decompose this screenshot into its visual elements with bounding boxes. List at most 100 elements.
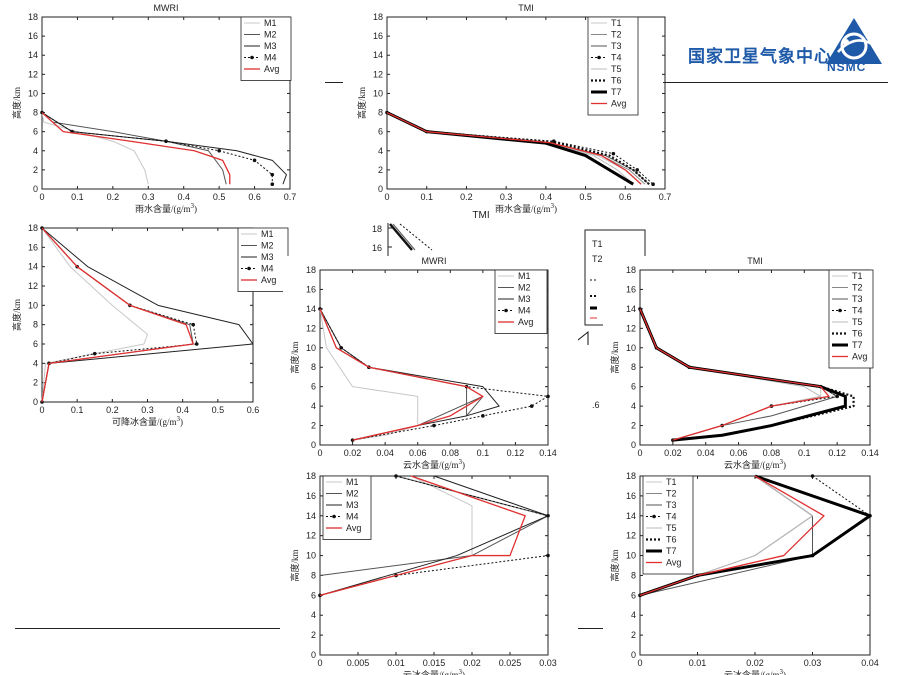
- data-point: [252, 158, 257, 163]
- x-tick-label: 0.3: [141, 405, 154, 415]
- legend-entry: M1: [346, 477, 359, 487]
- y-tick-label: 2: [311, 421, 316, 431]
- svg-text:16: 16: [372, 243, 382, 253]
- y-tick-label: 14: [626, 304, 636, 314]
- chart-title: TMI: [747, 256, 763, 266]
- x-tick-label: 0.1: [798, 448, 811, 458]
- data-point: [217, 148, 221, 153]
- plot-frame: [319, 269, 549, 446]
- plot-frame: [41, 16, 291, 190]
- x-tick-label: 0.02: [463, 658, 481, 668]
- partial-chart-title: TMI: [472, 210, 489, 221]
- data-point: [835, 394, 839, 399]
- y-tick-label: 12: [626, 323, 636, 333]
- legend-entry: M1: [264, 18, 277, 28]
- legend-entry: T7: [611, 87, 622, 97]
- x-tick-label: 0.03: [539, 658, 557, 668]
- legend-entry: M4: [261, 264, 274, 274]
- series-line-t2: [386, 112, 646, 185]
- mwri-cloud-chart: 0 0.02 0.04 0.06 0.08 0.1 0.12 0.14 0 2 4 6 8 10 12 14 1…: [289, 256, 557, 470]
- legend-box: [587, 16, 639, 116]
- x-axis-label: 雨水含量/(g/m3): [135, 202, 197, 214]
- organization-abbr: NSMC: [827, 60, 867, 74]
- y-tick-label: 4: [33, 358, 38, 368]
- svg-text:18: 18: [372, 224, 382, 234]
- legend-entry: Avg: [852, 352, 867, 362]
- x-tick-label: 0.6: [619, 192, 632, 202]
- y-tick-label: 0: [311, 650, 316, 660]
- x-tick-label: 0.04: [861, 658, 879, 668]
- y-tick-label: 2: [33, 165, 38, 175]
- series-line-m3: [319, 308, 500, 441]
- svg-text:T1: T1: [592, 239, 603, 249]
- data-point: [394, 474, 398, 478]
- chart-title: MWRI: [154, 3, 179, 13]
- x-tick-label: 0.015: [423, 658, 446, 668]
- x-tick-label: 0.4: [176, 405, 189, 415]
- x-tick-label: 0: [637, 658, 642, 668]
- legend-entry: Avg: [346, 523, 361, 533]
- series-line-avg: [319, 308, 484, 441]
- series-line-avg: [639, 308, 830, 441]
- x-tick-label: 0.005: [347, 658, 370, 668]
- x-tick-label: 0: [39, 192, 44, 202]
- y-tick-label: 18: [28, 12, 38, 22]
- x-tick-label: 0.4: [177, 192, 190, 202]
- data-point: [546, 513, 550, 518]
- legend-entry: T7: [666, 546, 677, 556]
- series-line-m4: [319, 308, 549, 441]
- x-tick-label: 0.14: [861, 448, 879, 458]
- legend-entry: T2: [852, 283, 863, 293]
- y-tick-label: 18: [373, 12, 383, 22]
- x-tick-label: 0.12: [828, 448, 846, 458]
- data-point: [270, 182, 275, 187]
- y-tick-label: 12: [28, 281, 38, 291]
- legend-entry: M3: [518, 294, 531, 304]
- series-line-m2: [319, 475, 549, 576]
- legend-entry: T5: [666, 523, 677, 533]
- y-tick-label: 16: [306, 284, 316, 294]
- x-tick-label: 0: [384, 192, 389, 202]
- organization-name: 国家卫星气象中心: [688, 47, 832, 67]
- x-tick-label: 0.6: [247, 405, 260, 415]
- y-tick-label: 18: [626, 471, 636, 481]
- y-tick-label: 14: [28, 262, 38, 272]
- x-axis-label: 云冰含量/(g/m3): [724, 668, 786, 675]
- legend-marker: [247, 266, 251, 271]
- x-axis-label: 云水含量/(g/m3): [724, 458, 786, 470]
- y-tick-label: 8: [33, 108, 38, 118]
- x-tick-label: 0.7: [659, 192, 672, 202]
- y-tick-label: 8: [311, 570, 316, 580]
- legend-entry: T1: [611, 18, 622, 28]
- y-tick-label: 4: [631, 401, 636, 411]
- x-tick-label: 0.1: [420, 192, 433, 202]
- data-point: [350, 438, 355, 442]
- y-tick-label: 0: [33, 397, 38, 407]
- y-tick-label: 8: [631, 362, 636, 372]
- data-point: [92, 351, 97, 356]
- y-axis-label: 高度/km: [289, 341, 300, 373]
- series-line-m2: [41, 112, 227, 185]
- y-tick-label: 14: [306, 511, 316, 521]
- y-tick-label: 10: [28, 300, 38, 310]
- data-point: [481, 414, 485, 418]
- data-point: [191, 322, 196, 327]
- y-tick-label: 2: [311, 630, 316, 640]
- series-line-m4: [41, 112, 273, 185]
- y-tick-label: 16: [626, 491, 636, 501]
- y-tick-label: 2: [631, 630, 636, 640]
- series-line-m3: [41, 112, 287, 185]
- x-tick-label: 0.02: [746, 658, 764, 668]
- legend-entry: T1: [852, 271, 863, 281]
- y-tick-label: 2: [33, 378, 38, 388]
- series-line-t1: [386, 112, 642, 185]
- legend-box: [828, 269, 874, 369]
- legend-entry: T4: [852, 306, 863, 316]
- x-tick-label: 0.2: [460, 192, 473, 202]
- legend-entry: Avg: [611, 99, 626, 109]
- y-tick-label: 16: [373, 31, 383, 41]
- legend-marker: [652, 514, 656, 519]
- legend-marker: [838, 308, 842, 313]
- x-tick-label: 0: [39, 405, 44, 415]
- x-tick-label: 0.12: [507, 448, 525, 458]
